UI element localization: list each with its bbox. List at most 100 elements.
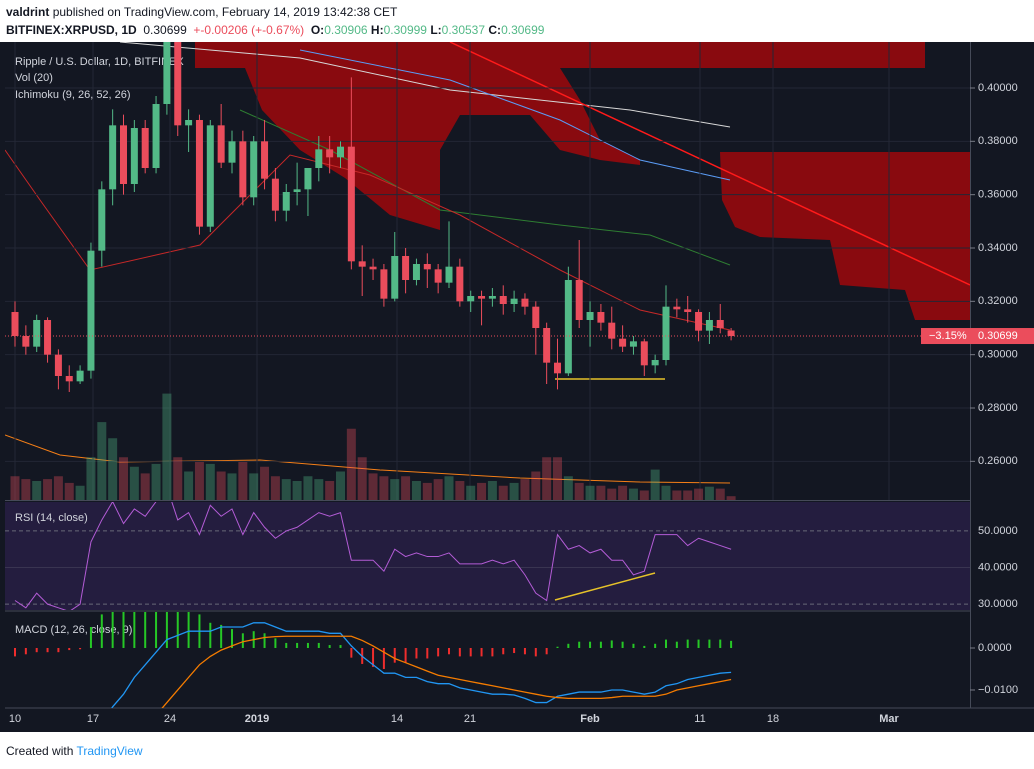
macd-hist bbox=[654, 643, 657, 648]
volume-bar bbox=[281, 479, 291, 500]
trend-line bbox=[449, 42, 970, 286]
volume-bar bbox=[498, 485, 508, 500]
volume-bar bbox=[43, 479, 53, 500]
candle-body bbox=[391, 256, 399, 299]
macd-hist bbox=[437, 647, 440, 657]
candle-body bbox=[337, 146, 344, 158]
macd-title: MACD (12, 26, close, 9) bbox=[15, 624, 132, 636]
macd-hist bbox=[209, 622, 212, 648]
candle-body bbox=[22, 336, 30, 347]
volume-bar bbox=[53, 476, 63, 500]
volume-bar bbox=[64, 482, 74, 500]
macd-hist bbox=[176, 612, 179, 648]
y-tick-label: 0.30000 bbox=[978, 349, 1018, 361]
y-tick-label: 0.38000 bbox=[978, 135, 1018, 147]
candle-body bbox=[564, 280, 572, 374]
volume-bar bbox=[715, 488, 725, 500]
h-label: H: bbox=[370, 23, 384, 37]
macd-hist bbox=[448, 647, 450, 655]
ichimoku bbox=[5, 42, 970, 484]
candle-body bbox=[684, 309, 692, 312]
candle-body bbox=[586, 312, 594, 320]
h-value: 0.30999 bbox=[383, 23, 427, 37]
quote-line: BITFINEX:XRPUSD, 1D 0.30699 +-0.00206 (+… bbox=[6, 23, 544, 37]
volume-bar bbox=[607, 488, 617, 500]
macd-hist bbox=[165, 612, 168, 648]
macd-hist bbox=[458, 647, 461, 657]
macd-hist bbox=[296, 642, 299, 648]
candle-body bbox=[662, 306, 670, 360]
volume-bar bbox=[509, 482, 519, 500]
legend-title: Ripple / U.S. Dollar, 1D, BITFINEX bbox=[15, 56, 184, 68]
volume-bar bbox=[260, 466, 270, 500]
footer-text: Created with bbox=[6, 744, 74, 758]
macd-hist bbox=[133, 612, 136, 648]
candle-body bbox=[261, 141, 269, 179]
volume-bar bbox=[151, 463, 161, 500]
price-change: −3.15% bbox=[929, 330, 967, 342]
candle-body bbox=[575, 280, 583, 320]
macd-hist bbox=[643, 645, 646, 648]
candle-body bbox=[174, 42, 182, 126]
candle-body bbox=[499, 296, 507, 304]
candle-body bbox=[304, 168, 312, 190]
macd-hist bbox=[523, 647, 526, 655]
volume-bar bbox=[433, 479, 443, 500]
macd-hist bbox=[534, 647, 537, 657]
candle-body bbox=[130, 128, 138, 184]
y-tick-label: 0.28000 bbox=[978, 402, 1018, 414]
candle-body bbox=[65, 376, 73, 382]
macd-hist bbox=[491, 647, 494, 657]
candle-body bbox=[239, 141, 247, 198]
candle-body bbox=[705, 320, 713, 331]
volume-bar bbox=[542, 457, 552, 500]
volume-bar bbox=[140, 473, 150, 500]
candle-body bbox=[109, 125, 117, 190]
macd-hist bbox=[274, 638, 277, 648]
x-tick-label: 18 bbox=[767, 713, 779, 725]
ma-line bbox=[239, 109, 731, 266]
signal-line bbox=[161, 635, 732, 708]
change: +-0.00206 (+-0.67%) bbox=[193, 23, 305, 37]
macd-hist bbox=[719, 639, 722, 648]
rsi-line bbox=[14, 502, 732, 610]
volume-bar bbox=[325, 481, 335, 500]
x-tick-label: Mar bbox=[879, 713, 899, 725]
cloud bbox=[195, 42, 925, 230]
candle-body bbox=[629, 341, 637, 347]
volume-bar bbox=[368, 473, 378, 500]
macd-hist bbox=[567, 643, 570, 648]
macd-hist bbox=[675, 641, 678, 648]
volume-bar bbox=[477, 482, 487, 500]
macd-hist bbox=[686, 639, 689, 648]
pane bbox=[11, 42, 735, 392]
x-tick-label: 17 bbox=[87, 713, 99, 725]
volume-bar bbox=[726, 496, 736, 500]
macd-hist bbox=[665, 639, 667, 648]
macd-hist bbox=[339, 645, 342, 648]
volume-bar bbox=[108, 438, 118, 500]
volume-bar bbox=[694, 488, 704, 500]
macd-hist bbox=[122, 612, 125, 648]
volume-bar bbox=[129, 466, 139, 500]
candle-body bbox=[608, 322, 616, 339]
volume-bar bbox=[205, 463, 215, 500]
candle-body bbox=[412, 264, 420, 280]
volume-bar bbox=[487, 481, 497, 500]
candle-body bbox=[554, 362, 561, 374]
volume-bar bbox=[444, 476, 454, 500]
symbol: BITFINEX:XRPUSD, 1D bbox=[6, 23, 137, 37]
divergence-line bbox=[554, 572, 656, 601]
volume-bar bbox=[390, 479, 400, 500]
volume-bar bbox=[661, 485, 671, 500]
volume-bar bbox=[401, 476, 411, 500]
volume-bar bbox=[672, 490, 682, 500]
last-price-label: 0.30699 bbox=[978, 330, 1018, 342]
ma-line bbox=[299, 49, 731, 181]
candle-body bbox=[33, 320, 41, 347]
volume-bar bbox=[379, 476, 389, 500]
vol-ma bbox=[5, 434, 731, 484]
y-tick-label: 0.36000 bbox=[978, 189, 1018, 201]
volume-bar bbox=[10, 476, 20, 500]
